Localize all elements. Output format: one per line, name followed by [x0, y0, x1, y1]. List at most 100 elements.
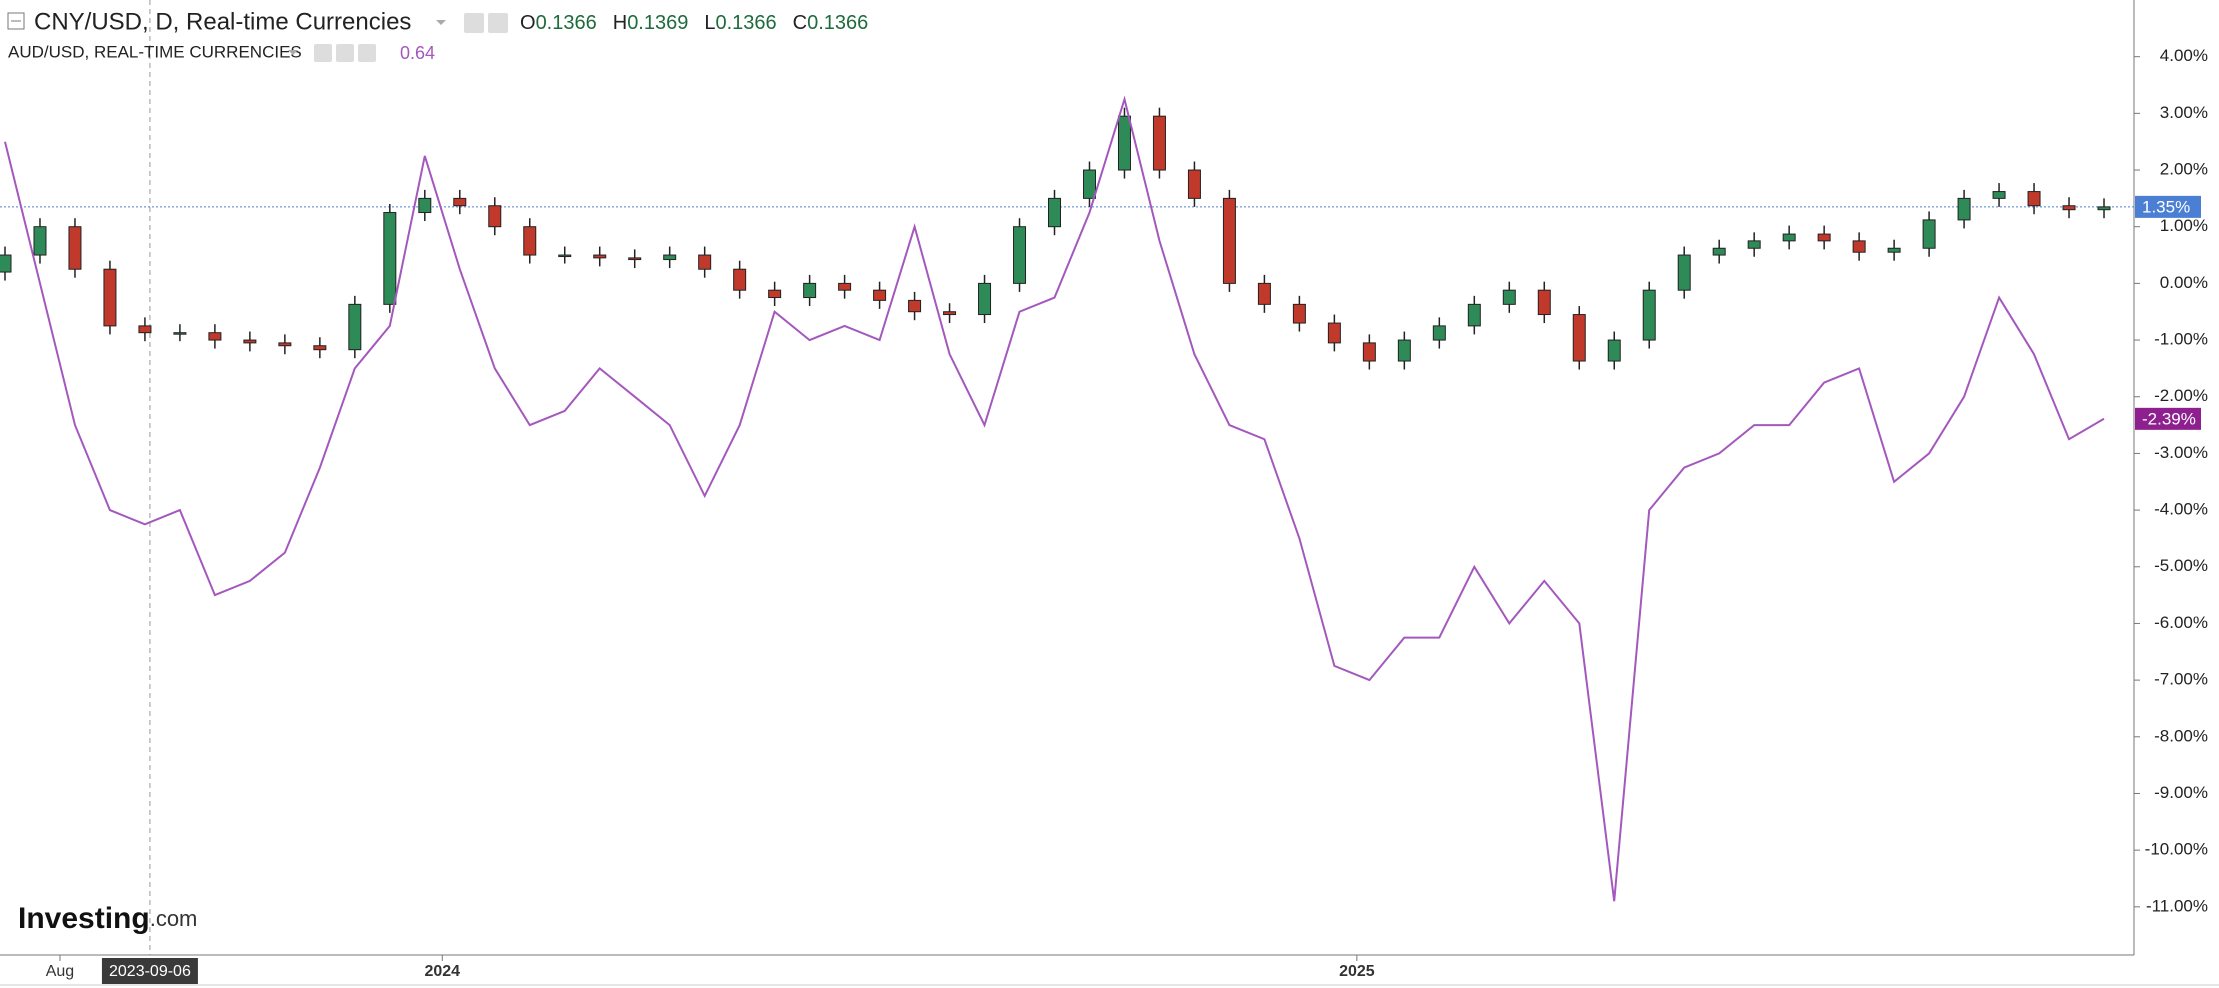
candle-body — [243, 339, 257, 344]
y-tick-label: -10.00% — [2145, 840, 2208, 859]
candle-body — [1747, 240, 1761, 249]
candle-body — [1048, 197, 1062, 228]
candle-body — [488, 205, 502, 228]
candle-body — [33, 226, 47, 256]
candle-body — [978, 282, 992, 316]
chart-title: CNY/USD, D, Real-time Currencies — [34, 8, 411, 35]
visibility-icon[interactable] — [314, 44, 332, 62]
y-tick-label: 2.00% — [2160, 160, 2208, 179]
collapse-icon[interactable] — [7, 12, 25, 30]
settings-icon[interactable] — [336, 44, 354, 62]
candle-body — [1817, 233, 1831, 242]
y-tick-label: 0.00% — [2160, 273, 2208, 292]
settings-icon[interactable] — [488, 13, 508, 33]
title-menu-arrow[interactable] — [436, 20, 446, 25]
candle-body — [1712, 247, 1726, 256]
candle-body — [1187, 169, 1201, 199]
candle-body — [1607, 339, 1621, 362]
last-value-label: 1.35% — [2142, 197, 2190, 216]
y-tick-label: -5.00% — [2154, 556, 2208, 575]
watermark-suffix: .com — [150, 906, 198, 931]
ohlc-label: L — [704, 12, 715, 34]
candle-body — [348, 303, 362, 351]
candle-body — [1397, 339, 1411, 362]
candle-body — [523, 226, 537, 256]
ohlc-value: 0.1366 — [807, 12, 868, 34]
candle-body — [453, 197, 467, 207]
line-series — [4, 95, 2105, 902]
candle-body — [1013, 226, 1027, 284]
candle-body — [1222, 197, 1236, 284]
candle-body — [1992, 191, 2006, 199]
y-tick-label: -6.00% — [2154, 613, 2208, 632]
y-tick-label: -9.00% — [2154, 783, 2208, 802]
watermark: Investing.com — [18, 902, 197, 935]
candle-body — [1922, 219, 1936, 249]
candle-body — [1152, 115, 1166, 171]
candle-body — [383, 212, 397, 305]
candle-body — [838, 282, 852, 291]
candle-body — [68, 226, 82, 270]
candle-body — [908, 299, 922, 313]
ohlc-label: H — [613, 12, 627, 34]
y-tick-label: -3.00% — [2154, 443, 2208, 462]
candle-body — [103, 268, 117, 327]
crosshair-date-label: 2023-09-06 — [109, 963, 191, 980]
candle-body — [943, 311, 957, 316]
candle-body — [1677, 254, 1691, 291]
candle-body — [1502, 289, 1516, 305]
candle-body — [2027, 191, 2041, 207]
candle-body — [1957, 197, 1971, 221]
candle-body — [698, 254, 712, 270]
y-tick-label: -1.00% — [2154, 330, 2208, 349]
last-value-label: -2.39% — [2142, 409, 2196, 428]
candle-body — [768, 289, 782, 299]
candle-body — [1082, 169, 1096, 199]
candle-body — [593, 254, 607, 259]
series-legend-value: 0.64 — [400, 43, 435, 63]
legend-menu-arrow[interactable] — [288, 50, 298, 55]
candle-body — [1467, 303, 1481, 327]
y-tick-label: -8.00% — [2154, 726, 2208, 745]
ohlc-label: C — [793, 12, 807, 34]
candle-body — [2097, 206, 2111, 211]
candle-body — [628, 257, 642, 261]
candle-body — [0, 254, 12, 273]
candle-body — [733, 268, 747, 291]
y-tick-label: -2.00% — [2154, 386, 2208, 405]
candle-body — [313, 345, 327, 351]
candle-body — [1362, 342, 1376, 362]
x-tick-label: 2025 — [1339, 963, 1375, 980]
candle-body — [1257, 282, 1271, 305]
candle-body — [1887, 247, 1901, 253]
ohlc-value: 0.1366 — [536, 12, 597, 34]
y-tick-label: 3.00% — [2160, 103, 2208, 122]
candle-body — [2062, 205, 2076, 211]
candle-body — [1327, 322, 1341, 344]
y-tick-label: -11.00% — [2146, 896, 2208, 915]
candle-body — [173, 332, 187, 335]
candle-body — [1642, 289, 1656, 341]
plot-area — [0, 0, 2134, 955]
last-value-tag — [2135, 407, 2201, 430]
y-tick-label: 4.00% — [2160, 46, 2208, 65]
candle-body — [558, 254, 572, 258]
y-tick-label: -7.00% — [2154, 670, 2208, 689]
ohlc-label: O — [520, 12, 536, 34]
candle-body — [1572, 314, 1586, 362]
candle-body — [1782, 233, 1796, 242]
y-tick-label: -4.00% — [2154, 500, 2208, 519]
candle-body — [1852, 240, 1866, 253]
candle-body — [1117, 115, 1131, 171]
candle-body — [208, 332, 222, 341]
visibility-icon[interactable] — [464, 13, 484, 33]
candle-body — [1432, 325, 1446, 341]
ohlc-value: 0.1369 — [627, 12, 688, 34]
candle-body — [873, 289, 887, 301]
remove-icon[interactable] — [358, 44, 376, 62]
watermark-brand: Investing — [18, 902, 150, 935]
x-tick-label: Aug — [46, 963, 74, 980]
y-tick-label: 1.00% — [2160, 216, 2208, 235]
